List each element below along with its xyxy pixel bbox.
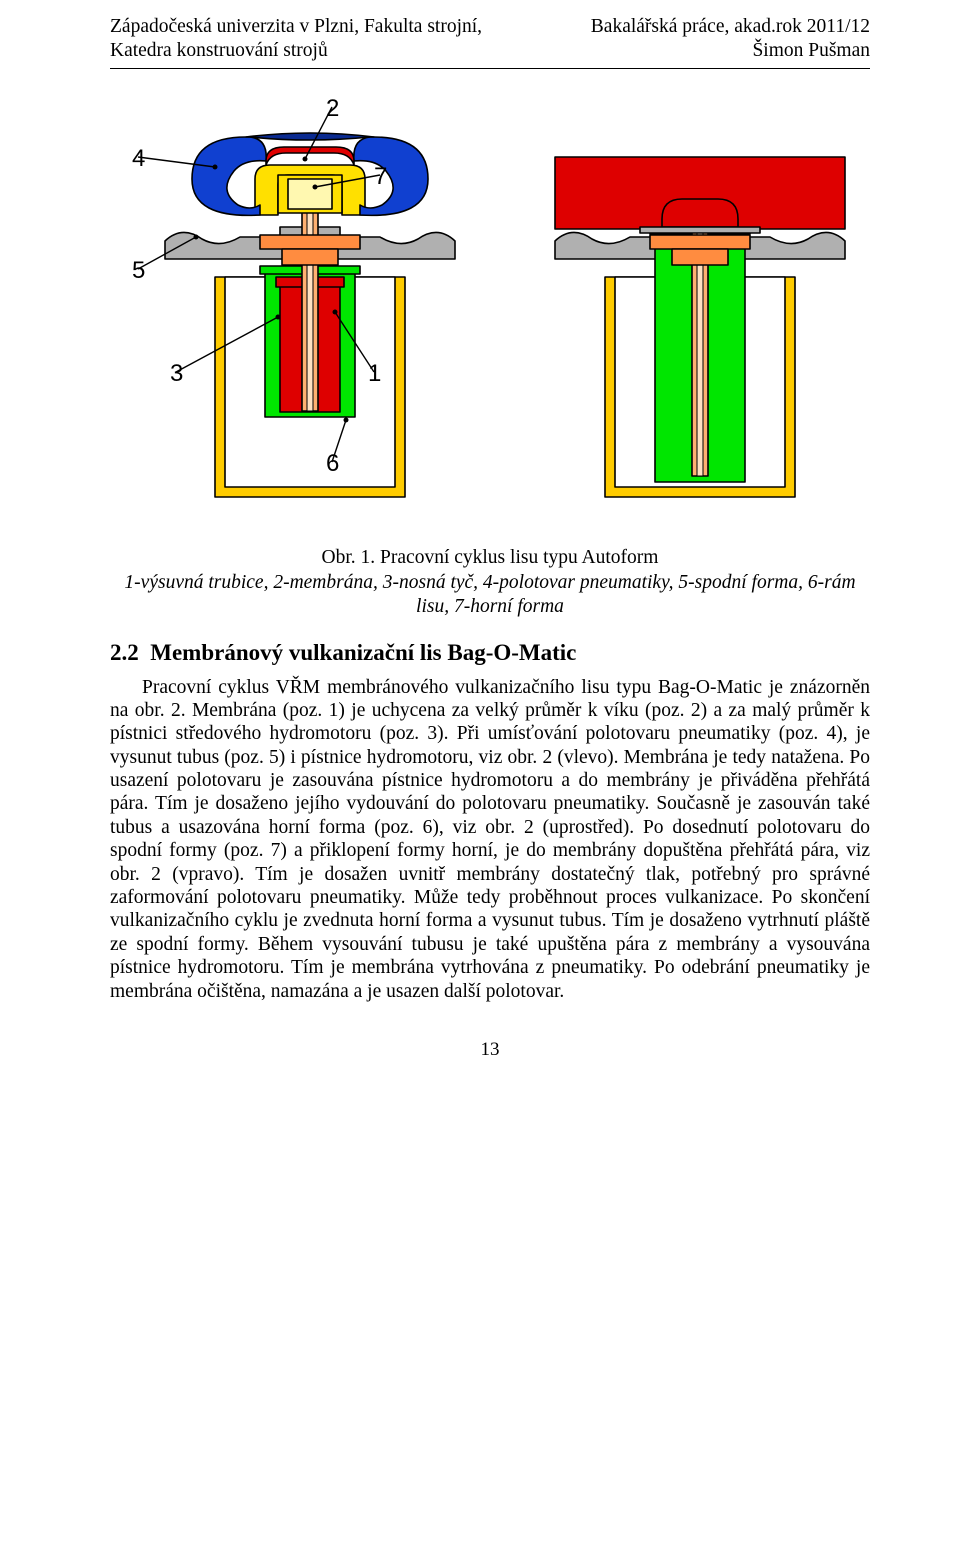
page: Západočeská univerzita v Plzni, Fakulta … <box>0 0 960 1091</box>
header-university: Západočeská univerzita v Plzni, Fakulta … <box>110 15 482 39</box>
figure-caption-sub: 1-výsuvná trubice, 2-membrána, 3-nosná t… <box>110 571 870 620</box>
svg-text:4: 4 <box>132 145 145 172</box>
body-paragraph: Pracovní cyklus VŘM membránového vulkani… <box>110 676 870 1003</box>
svg-text:3: 3 <box>170 360 183 387</box>
svg-text:2: 2 <box>326 95 339 122</box>
figure-area: 1 2 3 4 5 6 7 <box>110 87 870 527</box>
figure-svg: 1 2 3 4 5 6 7 <box>110 87 870 527</box>
header-rule <box>110 68 870 69</box>
page-header: Západočeská univerzita v Plzni, Fakulta … <box>110 15 870 70</box>
svg-text:1: 1 <box>368 360 381 387</box>
section-title: Membránový vulkanizační lis Bag-O-Matic <box>150 640 576 665</box>
page-number: 13 <box>110 1039 870 1061</box>
header-right: Bakalářská práce, akad.rok 2011/12 Šimon… <box>591 15 870 64</box>
header-left: Západočeská univerzita v Plzni, Fakulta … <box>110 15 482 64</box>
figure-caption: Obr. 1. Pracovní cyklus lisu typu Autofo… <box>110 547 870 569</box>
section-heading: 2.2 Membránový vulkanizační lis Bag-O-Ma… <box>110 640 870 666</box>
svg-text:5: 5 <box>132 257 145 284</box>
section-number: 2.2 <box>110 640 139 665</box>
header-author: Šimon Pušman <box>591 39 870 63</box>
svg-text:6: 6 <box>326 450 339 477</box>
svg-text:7: 7 <box>374 163 387 190</box>
header-thesis: Bakalářská práce, akad.rok 2011/12 <box>591 15 870 39</box>
header-department: Katedra konstruování strojů <box>110 39 482 63</box>
